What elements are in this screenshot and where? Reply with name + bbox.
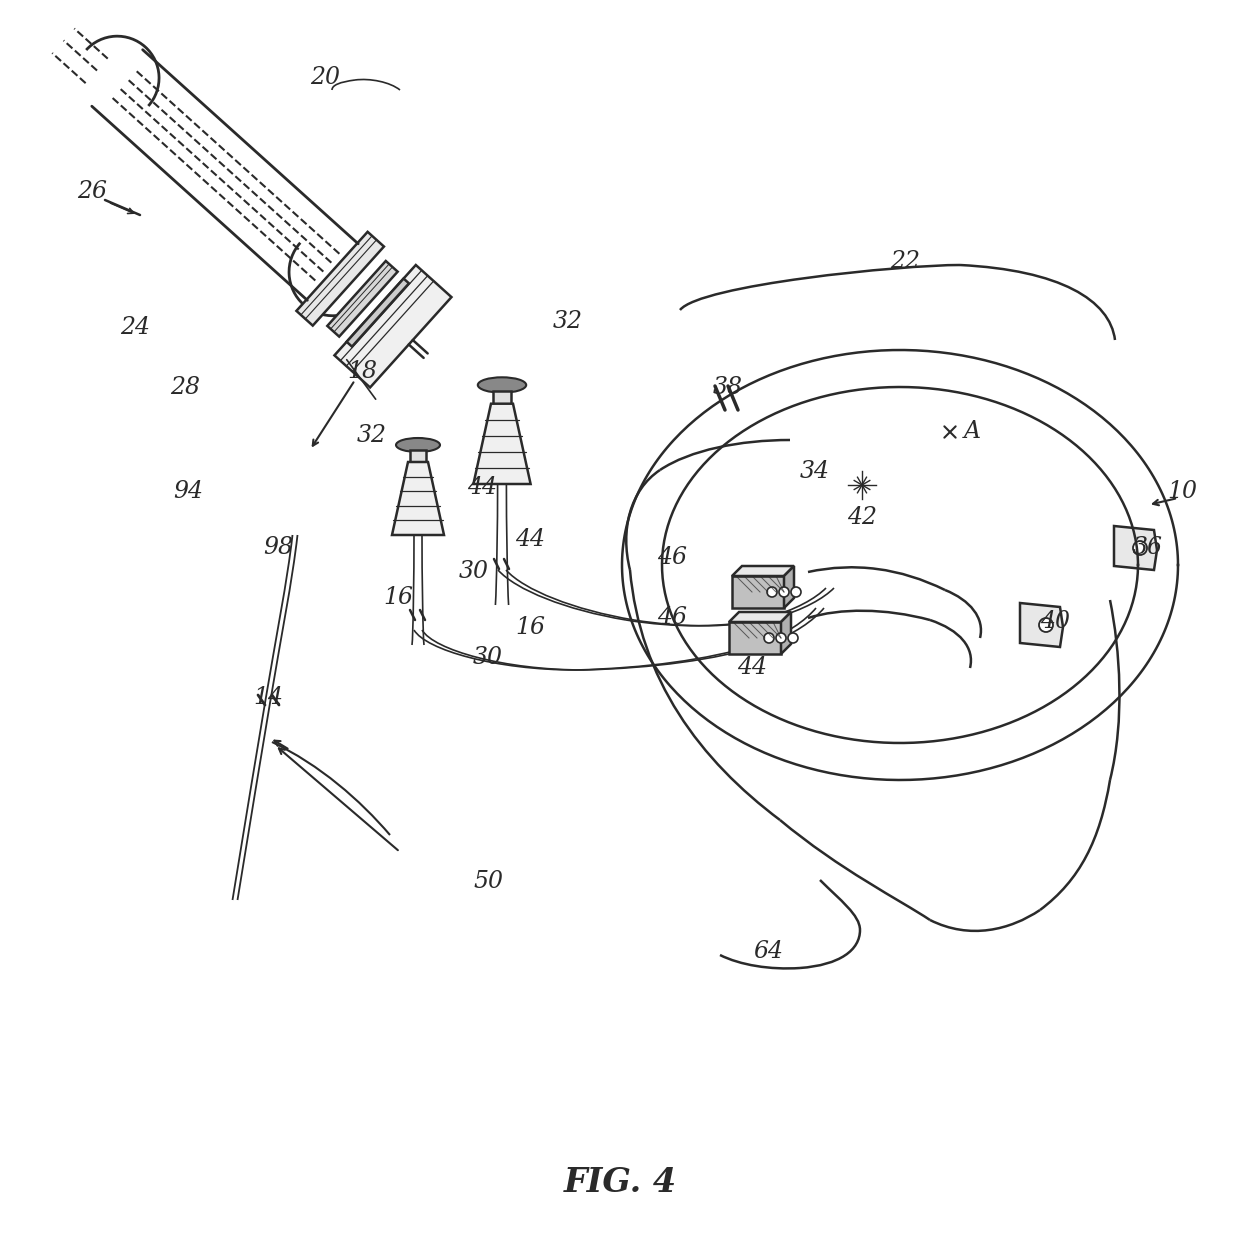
Polygon shape <box>732 566 794 576</box>
Text: 42: 42 <box>847 507 877 530</box>
Text: 14: 14 <box>253 687 283 709</box>
Text: 28: 28 <box>170 376 200 400</box>
Polygon shape <box>729 622 781 654</box>
Text: 44: 44 <box>737 657 768 679</box>
Polygon shape <box>392 462 444 535</box>
Polygon shape <box>781 612 791 654</box>
Polygon shape <box>494 390 511 404</box>
Text: 36: 36 <box>1133 537 1163 559</box>
Text: 46: 46 <box>657 547 687 569</box>
Polygon shape <box>732 576 784 608</box>
Circle shape <box>791 587 801 597</box>
Text: 94: 94 <box>174 481 203 503</box>
Polygon shape <box>327 260 398 336</box>
Text: 16: 16 <box>383 587 413 609</box>
Circle shape <box>768 587 777 597</box>
Text: 64: 64 <box>753 941 782 963</box>
Text: A: A <box>963 420 981 444</box>
Polygon shape <box>474 404 531 483</box>
Polygon shape <box>410 450 427 462</box>
Polygon shape <box>296 232 384 325</box>
Polygon shape <box>335 265 451 388</box>
Text: 44: 44 <box>515 528 546 552</box>
Circle shape <box>787 633 799 643</box>
Text: 10: 10 <box>1167 481 1197 503</box>
Text: 34: 34 <box>800 461 830 483</box>
Ellipse shape <box>396 439 440 452</box>
Text: 30: 30 <box>459 561 489 583</box>
Polygon shape <box>784 566 794 608</box>
Text: 30: 30 <box>472 647 503 669</box>
Circle shape <box>1133 541 1147 554</box>
Text: 32: 32 <box>553 310 583 334</box>
Text: 22: 22 <box>890 250 920 274</box>
Text: 38: 38 <box>713 376 743 400</box>
Text: 46: 46 <box>657 607 687 629</box>
Text: 32: 32 <box>357 424 387 446</box>
Polygon shape <box>347 279 409 346</box>
Text: 24: 24 <box>120 316 150 339</box>
Text: 50: 50 <box>472 871 503 893</box>
Text: 18: 18 <box>347 360 377 384</box>
Text: 26: 26 <box>77 181 107 203</box>
Polygon shape <box>1021 603 1063 647</box>
Text: 98: 98 <box>263 537 293 559</box>
Text: 44: 44 <box>467 476 497 500</box>
Circle shape <box>779 587 789 597</box>
Polygon shape <box>1114 526 1157 569</box>
Circle shape <box>776 633 786 643</box>
Text: FIG. 4: FIG. 4 <box>563 1165 677 1199</box>
Polygon shape <box>729 612 791 622</box>
Circle shape <box>764 633 774 643</box>
Text: 40: 40 <box>1040 611 1070 633</box>
Text: 20: 20 <box>310 66 340 90</box>
Ellipse shape <box>477 378 526 392</box>
Text: 16: 16 <box>515 617 546 639</box>
Circle shape <box>1039 618 1053 632</box>
